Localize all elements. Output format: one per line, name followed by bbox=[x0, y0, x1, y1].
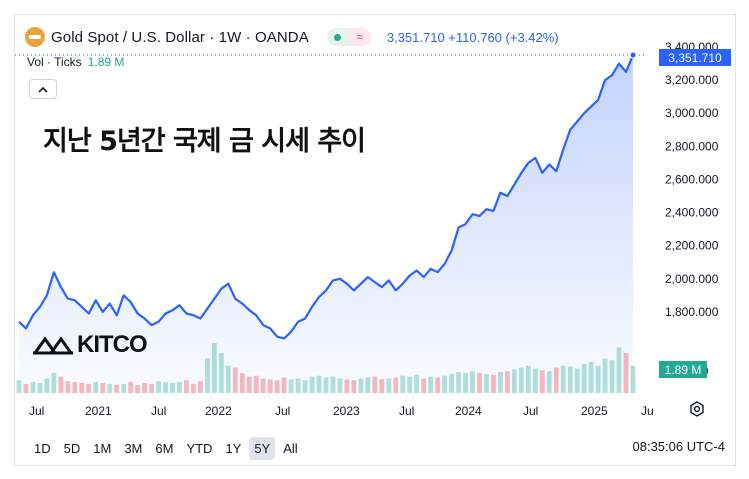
x-axis-label: 2024 bbox=[455, 404, 482, 418]
kitco-watermark: KITCO bbox=[33, 331, 148, 359]
market-open-dot-icon bbox=[326, 28, 349, 46]
x-axis-label: Jul bbox=[399, 404, 414, 418]
market-status-pill[interactable]: ≈ bbox=[326, 28, 371, 46]
range-button-5y[interactable]: 5Y bbox=[249, 436, 276, 460]
x-axis-label: 2025 bbox=[581, 404, 608, 418]
x-axis-label: Jul bbox=[151, 404, 166, 418]
approx-icon: ≈ bbox=[348, 28, 371, 46]
y-axis-label: 2,400.000 bbox=[665, 206, 719, 220]
y-axis-label: 3,000.000 bbox=[665, 106, 719, 120]
volume-legend[interactable]: Vol · Ticks 1.89 M bbox=[27, 55, 124, 69]
price-change-info: 3,351.710 +110.760 (+3.42%) bbox=[386, 29, 559, 45]
y-axis-label: 2,200.000 bbox=[665, 239, 719, 253]
volume-tag: 1.89 M bbox=[659, 361, 707, 378]
range-button-all[interactable]: All bbox=[283, 440, 298, 456]
range-button-ytd[interactable]: YTD bbox=[186, 440, 213, 456]
range-toolbar: 1D 5D 1M 3M 6M YTD 1Y 5Y All bbox=[15, 433, 735, 463]
collapse-legend-button[interactable] bbox=[29, 79, 57, 99]
range-button-1y[interactable]: 1Y bbox=[225, 440, 242, 456]
x-axis-label: Jul bbox=[29, 404, 44, 418]
volume-value: 1.89 M bbox=[87, 55, 125, 69]
x-axis-label: Jul bbox=[523, 404, 538, 418]
x-axis-label: 2023 bbox=[333, 404, 360, 418]
x-axis-label: Ju bbox=[641, 404, 654, 418]
volume-label: Vol · Ticks bbox=[27, 55, 82, 69]
symbol-title[interactable]: Gold Spot / U.S. Dollar · 1W · OANDA bbox=[51, 28, 309, 46]
chart-widget: 3,400.000 3,200.000 3,000.000 2,800.000 2,60… bbox=[14, 14, 736, 466]
y-axis-label: 2,000.000 bbox=[665, 272, 719, 286]
range-button-3m[interactable]: 3M bbox=[124, 440, 143, 456]
last-price-dot bbox=[629, 51, 637, 59]
y-axis-label: 2,600.000 bbox=[665, 172, 719, 186]
range-button-5d[interactable]: 5D bbox=[63, 440, 81, 456]
overlay-title: 지난 5년간 국제 금 시세 추이 bbox=[43, 126, 366, 157]
gold-coin-icon bbox=[25, 27, 45, 47]
price-chart[interactable]: 3,400.0003,200.0003,000.0002,800.0002,60… bbox=[15, 15, 736, 466]
x-axis-label: 2022 bbox=[205, 404, 232, 418]
last-price-tag: 3,351.710 bbox=[659, 49, 731, 66]
kitco-wordmark: KITCO bbox=[77, 331, 148, 358]
y-axis-label: 3,200.000 bbox=[665, 73, 719, 87]
kitco-logo-icon bbox=[33, 336, 73, 355]
range-button-1m[interactable]: 1M bbox=[93, 440, 112, 456]
chart-header: Gold Spot / U.S. Dollar · 1W · OANDA ≈ 3… bbox=[25, 25, 559, 49]
y-axis-label: 2,800.000 bbox=[665, 139, 719, 153]
clock-timezone[interactable]: 08:35:06 UTC-4 bbox=[632, 439, 726, 454]
range-button-6m[interactable]: 6M bbox=[155, 440, 174, 456]
price-line-series bbox=[18, 54, 635, 340]
price-area-fill bbox=[19, 55, 633, 393]
chevron-up-icon bbox=[38, 86, 48, 93]
x-axis-label: Jul bbox=[275, 404, 290, 418]
y-axis-label: 1,800.000 bbox=[665, 305, 719, 319]
axis-settings-icon[interactable] bbox=[689, 401, 705, 417]
x-axis-label: 2021 bbox=[85, 404, 112, 418]
range-button-1d[interactable]: 1D bbox=[34, 440, 51, 456]
